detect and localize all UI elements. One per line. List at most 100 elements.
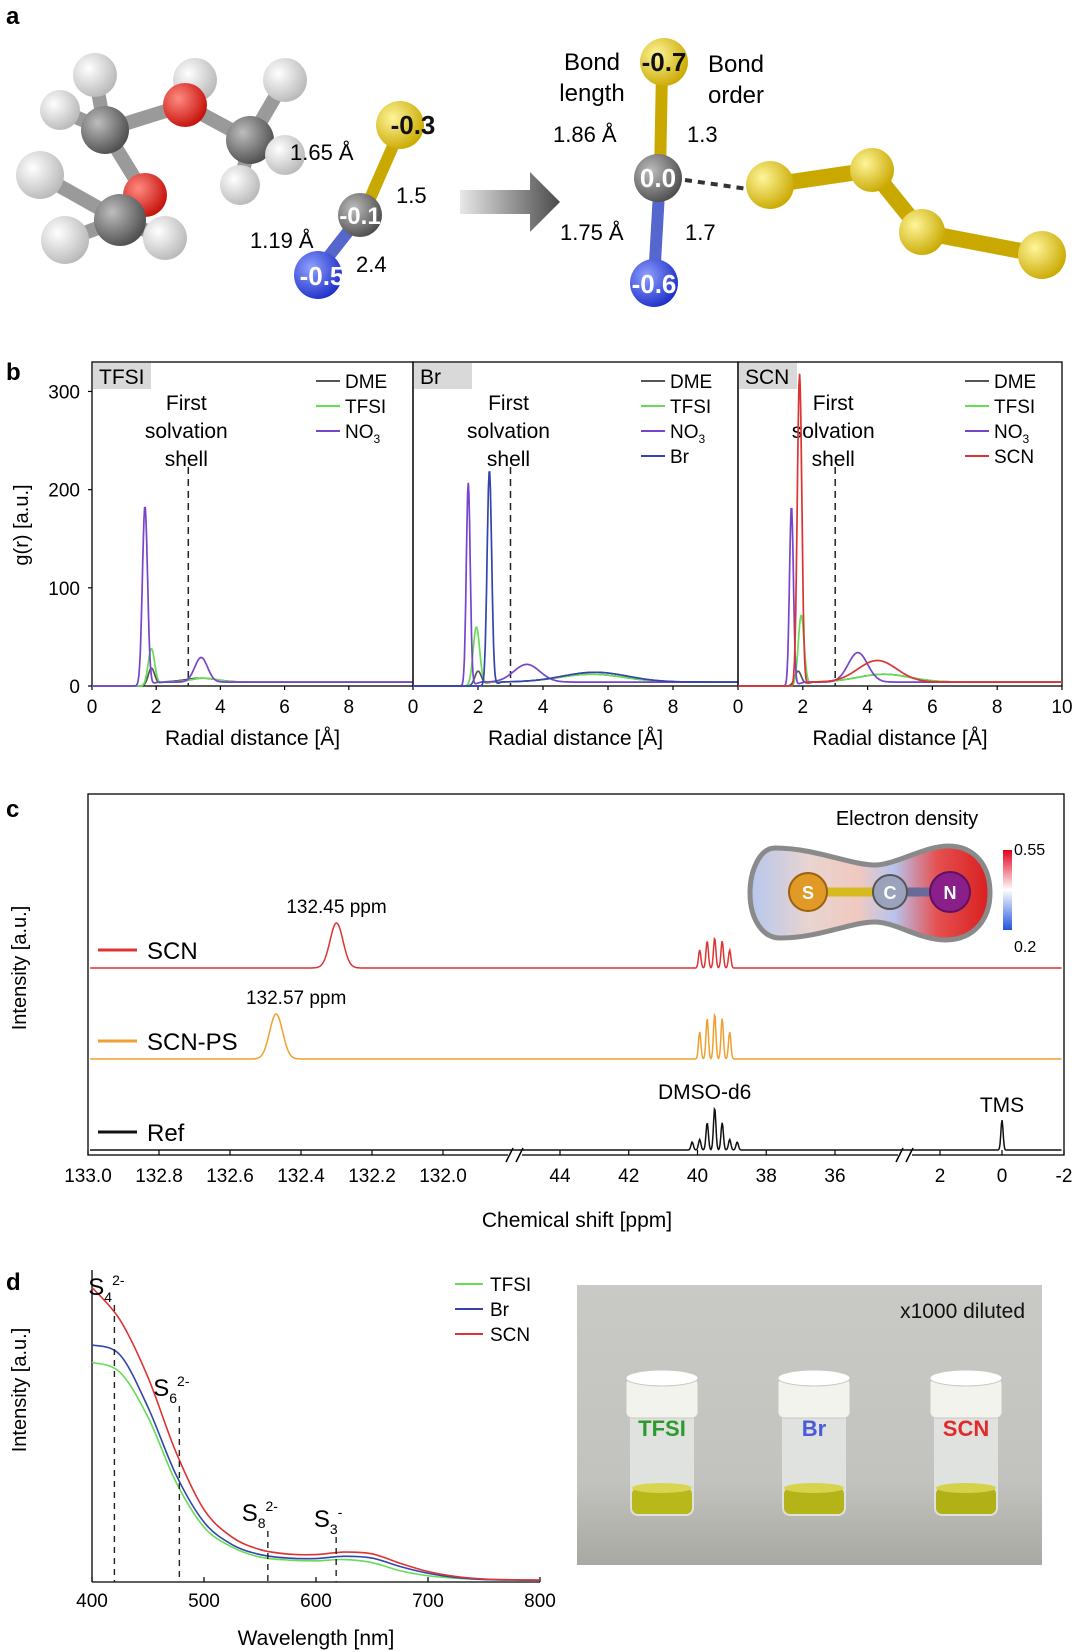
charge-c-right: 0.0: [640, 163, 676, 193]
bond-order-cn-left: 2.4: [356, 252, 387, 277]
b-xtick-label: 8: [344, 697, 355, 718]
bond-length-sc-right: 1.86 Å: [553, 122, 617, 147]
b-legend-label: DME: [994, 372, 1036, 393]
d-xtick-label: 400: [76, 1591, 108, 1612]
d-xtick-label: 800: [524, 1591, 556, 1612]
c-xtick-label: 132.8: [135, 1166, 183, 1187]
d-marker-label: S42-: [88, 1272, 125, 1305]
b-annotation: shell: [487, 448, 530, 471]
b-title-badge: [414, 363, 472, 389]
b-ytick-label: 200: [48, 481, 80, 502]
b-ytick-label: 100: [48, 579, 80, 600]
c-xtick-label: 132.0: [419, 1166, 467, 1187]
b-annotation: First: [166, 392, 207, 415]
b-series-Br: [413, 471, 738, 687]
b-annotation: First: [488, 392, 529, 415]
d-marker-label: S3-: [314, 1504, 343, 1537]
d-series-Br: [91, 1344, 541, 1582]
panel-label-a: a: [6, 3, 20, 30]
d-legend-label: TFSI: [490, 1275, 531, 1296]
b-xtick-label: 6: [279, 697, 290, 718]
b-xlabel: Radial distance [Å]: [165, 727, 340, 750]
c-peak-annotation: 132.45 ppm: [286, 897, 386, 918]
b-xtick-label: 0: [87, 697, 98, 718]
charge-s-left: -0.3: [391, 110, 436, 140]
b-legend-label: Br: [670, 447, 690, 468]
d-series-SCN: [91, 1286, 541, 1581]
header-bond-length-2: length: [559, 80, 624, 107]
c-xtick-label: 42: [618, 1166, 639, 1187]
colorbar: [1003, 850, 1012, 930]
b-xtick-label: 0: [408, 697, 419, 718]
header-bond-order-1: Bond: [708, 51, 764, 78]
b-annotation: solvation: [792, 420, 875, 443]
b-legend-label: NO3: [994, 422, 1030, 446]
b-xtick-label: 4: [862, 697, 873, 718]
polysulfide-chain: [746, 148, 1066, 279]
header-bond-length-1: Bond: [564, 49, 620, 76]
b-title-badge: [739, 363, 797, 389]
c-peak-annotation: 132.57 ppm: [246, 988, 346, 1009]
reaction-arrow: [460, 172, 560, 232]
b-xtick-label: 8: [992, 697, 1003, 718]
c-xlabel: Chemical shift [ppm]: [482, 1209, 672, 1232]
c-xtick-label: -2: [1056, 1166, 1073, 1187]
b-legend-label: SCN: [994, 447, 1034, 468]
vials-photo: x1000 diluted TFSI Br SCN: [577, 1285, 1042, 1565]
vial-label-scn: SCN: [943, 1416, 989, 1441]
b-legend-label: DME: [345, 372, 387, 393]
c-xtick-label: 0: [997, 1166, 1008, 1187]
d-legend-label: SCN: [490, 1325, 530, 1346]
c-legend-label: Ref: [147, 1120, 185, 1147]
d-ylabel: Intensity [a.u.]: [9, 1328, 31, 1453]
electron-density-inset: Electron density S C N 0.55 0.2: [747, 808, 1045, 956]
b-subplot-title: SCN: [745, 366, 789, 389]
b-xtick-label: 10: [1051, 697, 1072, 718]
d-xtick-label: 700: [412, 1591, 444, 1612]
b-legend-label: TFSI: [345, 397, 386, 418]
bond-length-cn-left: 1.19 Å: [250, 228, 314, 253]
b-legend-label: NO3: [345, 422, 381, 446]
b-annotation: First: [813, 392, 854, 415]
b-annotation: solvation: [145, 420, 228, 443]
b-title-badge: [93, 363, 151, 389]
b-xtick-label: 2: [151, 697, 162, 718]
d-xlabel: Wavelength [nm]: [238, 1627, 395, 1650]
b-annotation: solvation: [467, 420, 550, 443]
b-xtick-label: 4: [538, 697, 549, 718]
charge-n-left: -0.5: [300, 261, 345, 291]
charge-c-left: -0.1: [339, 203, 380, 230]
c-xtick-label: 2: [935, 1166, 946, 1187]
c-xtick-label: 133.0: [64, 1166, 112, 1187]
d-xtick-label: 600: [300, 1591, 332, 1612]
c-legend-label: SCN-PS: [147, 1029, 238, 1056]
d-marker-label: S62-: [153, 1373, 190, 1406]
b-xtick-label: 2: [473, 697, 484, 718]
vial-scn: SCN: [929, 1369, 1003, 1516]
c-xtick-label: 132.6: [206, 1166, 254, 1187]
c-xtick-label: 132.2: [348, 1166, 396, 1187]
header-bond-order-2: order: [708, 82, 764, 109]
vial-label-tfsi: TFSI: [638, 1416, 686, 1441]
colorbar-min: 0.2: [1014, 939, 1036, 956]
b-xtick-label: 2: [798, 697, 809, 718]
vial-tfsi: TFSI: [625, 1369, 699, 1516]
c-series-Ref: [90, 1106, 1062, 1151]
b-xtick-label: 8: [668, 697, 679, 718]
c-xtick-label: 38: [756, 1166, 777, 1187]
b-xtick-label: 0: [733, 697, 744, 718]
inset-title: Electron density: [836, 808, 978, 830]
b-series-NO3: [413, 482, 738, 687]
b-series-NO3: [92, 506, 413, 687]
b-annotation: shell: [812, 448, 855, 471]
b-series-SCN: [738, 373, 1062, 687]
panel-label-c: c: [6, 796, 19, 823]
b-subplot-title: Br: [420, 366, 441, 389]
c-xtick-label: 40: [687, 1166, 708, 1187]
b-xlabel: Radial distance [Å]: [812, 727, 987, 750]
charge-s-right: -0.7: [642, 47, 687, 77]
c-xtick-label: 132.4: [277, 1166, 325, 1187]
b-series-NO3: [738, 507, 1062, 687]
c-series-SCN: [90, 922, 1062, 969]
panel-label-d: d: [6, 1269, 21, 1296]
